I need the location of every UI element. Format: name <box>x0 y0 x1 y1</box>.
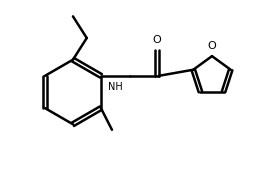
Text: O: O <box>208 41 216 51</box>
Text: O: O <box>152 35 161 46</box>
Text: NH: NH <box>108 82 123 92</box>
